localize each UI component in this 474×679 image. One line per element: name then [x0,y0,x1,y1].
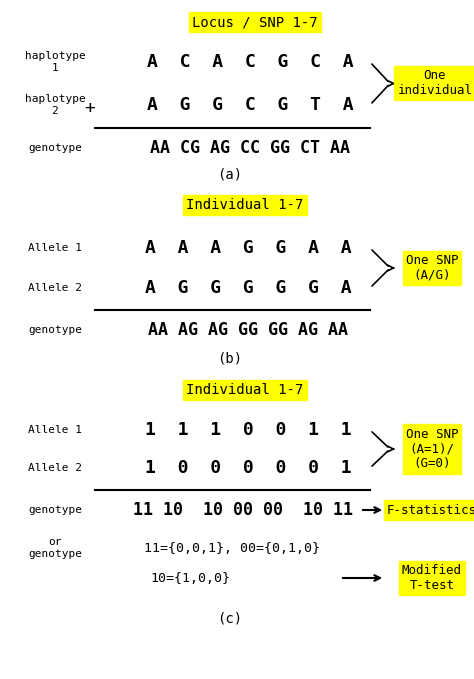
Text: A  G  G  C  G  T  A: A G G C G T A [146,96,353,114]
Text: 1  1  1  0  0  1  1: 1 1 1 0 0 1 1 [145,421,351,439]
Text: (c): (c) [218,611,243,625]
Text: 1  0  0  0  0  0  1: 1 0 0 0 0 0 1 [145,459,351,477]
Text: Locus / SNP 1-7: Locus / SNP 1-7 [192,15,318,29]
Text: Allele 1: Allele 1 [28,243,82,253]
Text: (a): (a) [218,168,243,182]
Text: Allele 1: Allele 1 [28,425,82,435]
Text: 10={1,0,0}: 10={1,0,0} [150,572,230,585]
Text: Allele 2: Allele 2 [28,463,82,473]
Text: or
genotype: or genotype [28,537,82,559]
Text: A  A  A  G  G  A  A: A A A G G A A [145,239,351,257]
Text: genotype: genotype [28,325,82,335]
Text: Allele 2: Allele 2 [28,283,82,293]
Text: genotype: genotype [28,505,82,515]
Text: One SNP
(A/G): One SNP (A/G) [406,254,458,282]
Text: 11 10  10 00 00  10 11: 11 10 10 00 00 10 11 [133,501,353,519]
Text: F-statistics: F-statistics [387,504,474,517]
Text: 11={0,0,1}, 00={0,1,0}: 11={0,0,1}, 00={0,1,0} [144,541,320,555]
Text: Modified
T-test: Modified T-test [402,564,462,592]
Text: AA CG AG CC GG CT AA: AA CG AG CC GG CT AA [150,139,350,157]
Text: Individual 1-7: Individual 1-7 [186,383,304,397]
Text: +: + [84,99,95,117]
Text: One
individual: One individual [398,69,473,97]
Text: Individual 1-7: Individual 1-7 [186,198,304,212]
Text: A  G  G  G  G  G  A: A G G G G G A [145,279,351,297]
Text: One SNP
(A=1)/
(G=0): One SNP (A=1)/ (G=0) [406,428,458,471]
Text: AA AG AG GG GG AG AA: AA AG AG GG GG AG AA [148,321,348,339]
Text: haplotype
1: haplotype 1 [25,51,85,73]
Text: genotype: genotype [28,143,82,153]
Text: A  C  A  C  G  C  A: A C A C G C A [146,53,353,71]
Text: (b): (b) [218,351,243,365]
Text: haplotype
2: haplotype 2 [25,94,85,116]
